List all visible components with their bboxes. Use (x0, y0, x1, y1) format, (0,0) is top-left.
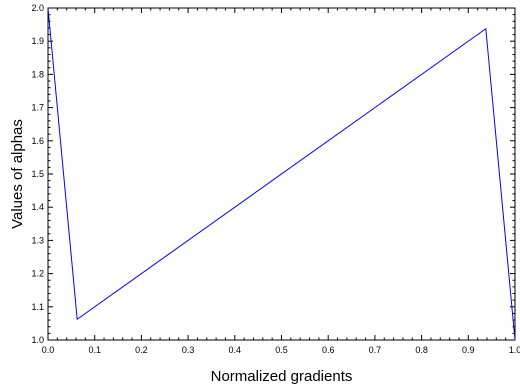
x-tick-label: 0.9 (462, 345, 475, 355)
y-tick-label: 2.0 (31, 3, 44, 13)
x-tick-label: 0.2 (135, 345, 148, 355)
y-tick-label: 1.9 (31, 36, 44, 46)
y-tick-label: 1.7 (31, 103, 44, 113)
y-tick-label: 1.5 (31, 169, 44, 179)
x-tick-label: 0.7 (369, 345, 382, 355)
y-tick-label: 1.0 (31, 335, 44, 345)
y-tick-label: 1.3 (31, 235, 44, 245)
x-tick-label: 0.5 (275, 345, 288, 355)
series-line (47, 7, 516, 341)
x-tick-label: 0.3 (182, 345, 195, 355)
x-tick-label: 0.6 (322, 345, 335, 355)
x-axis-title: Normalized gradients (211, 368, 353, 385)
x-tick-label: 0.0 (42, 345, 55, 355)
x-tick-label: 1.0 (509, 345, 520, 355)
series-layer (47, 7, 516, 341)
y-tick-label: 1.2 (31, 269, 44, 279)
x-tick-label: 0.8 (415, 345, 428, 355)
y-axis-title: Values of alphas (9, 119, 26, 229)
y-tick-label: 1.6 (31, 136, 44, 146)
x-tick-label: 0.4 (229, 345, 242, 355)
x-axis: 0.0 0.1 0.2 0.3 0.4 0.5 0.6 0.7 0.8 0.9 1.0 (42, 8, 520, 355)
y-axis: 1.0 1.1 1.2 1.3 1.4 1.5 1.6 1.7 1.8 1.9 2.0 (31, 3, 515, 345)
y-tick-label: 1.4 (31, 202, 44, 212)
y-tick-label: 1.8 (31, 69, 44, 79)
x-tick-label: 0.1 (88, 345, 101, 355)
y-tick-label: 1.1 (31, 302, 44, 312)
